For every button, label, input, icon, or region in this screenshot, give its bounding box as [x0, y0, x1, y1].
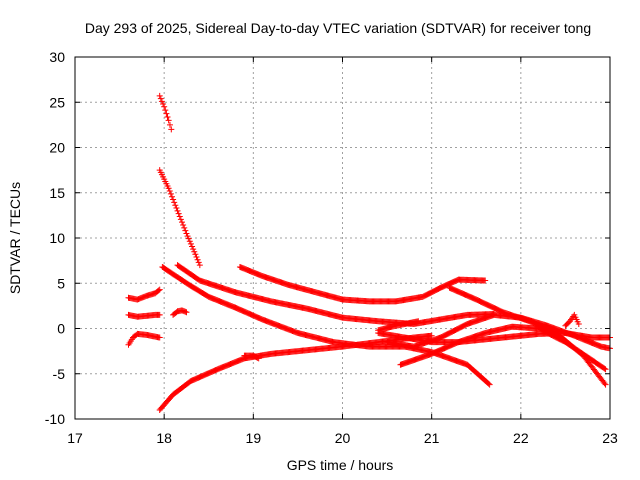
data-point — [183, 309, 190, 316]
data-point — [175, 210, 182, 217]
series-pass-j — [174, 262, 498, 327]
tick-layer: 17 18 19 20 21 22 23 -10 -5 0 5 10 15 20 25 30 — [45, 49, 618, 446]
x-tick-label: 17 — [67, 430, 83, 446]
data-point — [601, 365, 608, 372]
data-point — [482, 277, 489, 284]
data-point — [167, 190, 174, 197]
marker-layer — [125, 92, 613, 413]
x-tick-label: 18 — [156, 430, 172, 446]
data-point — [181, 224, 188, 231]
data-point — [163, 110, 170, 117]
data-point — [415, 318, 422, 325]
data-point — [187, 240, 194, 247]
grid-layer — [75, 57, 610, 419]
x-tick-label: 23 — [602, 430, 618, 446]
data-point — [166, 188, 173, 195]
data-point — [161, 103, 168, 110]
series-pass-p — [375, 318, 422, 334]
data-point — [162, 107, 169, 114]
data-point — [160, 101, 167, 108]
data-point — [177, 216, 184, 223]
data-point — [157, 95, 164, 102]
series-pass-d — [125, 311, 163, 320]
y-tick-label: 10 — [49, 230, 65, 246]
data-point — [186, 238, 193, 245]
data-point — [193, 254, 200, 261]
data-point — [254, 354, 261, 361]
data-point — [182, 227, 189, 234]
data-point — [164, 113, 171, 120]
data-point — [168, 193, 175, 200]
data-point — [156, 92, 163, 99]
y-tick-label: 25 — [49, 94, 65, 110]
y-tick-label: 30 — [49, 49, 65, 65]
series-pass-m — [384, 311, 613, 352]
data-point — [196, 262, 203, 269]
data-point — [171, 199, 178, 206]
y-axis-label: SDTVAR / TECUs — [7, 182, 23, 294]
data-point — [485, 380, 492, 387]
data-point — [255, 355, 262, 362]
data-point — [176, 213, 183, 220]
series-pass-k — [236, 263, 489, 305]
data-point — [165, 185, 172, 192]
data-point — [189, 243, 196, 250]
x-tick-label: 21 — [424, 430, 440, 446]
data-point — [174, 207, 181, 214]
y-tick-label: -5 — [53, 366, 66, 382]
data-point — [183, 230, 190, 237]
data-point — [156, 286, 163, 293]
data-point — [601, 380, 608, 387]
data-point — [158, 98, 165, 105]
data-point — [165, 117, 172, 124]
y-tick-label: 5 — [57, 275, 65, 291]
series-pass-n — [397, 323, 609, 373]
data-point — [172, 202, 179, 209]
series-pass-o — [446, 284, 609, 388]
chart-title: Day 293 of 2025, Sidereal Day-to-day VTE… — [85, 20, 591, 36]
data-point — [602, 381, 609, 388]
y-tick-label: -10 — [45, 411, 65, 427]
series-pass-q — [562, 311, 582, 329]
series-pass-e — [125, 330, 163, 348]
plot-frame — [74, 56, 611, 420]
data-point — [170, 196, 177, 203]
data-point — [156, 334, 163, 341]
y-tick-label: 20 — [49, 140, 65, 156]
data-point — [194, 256, 201, 263]
data-point — [179, 219, 185, 226]
series-pass-i — [159, 263, 493, 388]
data-point — [486, 381, 493, 388]
series-pass-f — [170, 307, 190, 318]
series-pass-a — [156, 92, 175, 133]
data-point — [195, 259, 202, 266]
data-point — [190, 246, 197, 253]
data-point — [166, 121, 173, 128]
data-point — [184, 233, 191, 240]
data-point — [155, 287, 162, 294]
data-point — [191, 248, 198, 255]
data-point — [185, 235, 192, 242]
series-pass-b — [156, 167, 203, 269]
x-tick-label: 22 — [513, 430, 529, 446]
x-tick-label: 19 — [246, 430, 262, 446]
x-tick-label: 20 — [335, 430, 351, 446]
data-point — [156, 311, 163, 318]
x-axis-label: GPS time / hours — [287, 457, 394, 473]
data-point — [168, 126, 175, 133]
data-point — [602, 366, 609, 373]
data-point — [180, 221, 187, 228]
data-point — [575, 320, 582, 327]
y-tick-label: 0 — [57, 321, 65, 337]
series-pass-c — [125, 286, 163, 303]
data-point — [173, 205, 180, 212]
series-pass-h — [241, 352, 262, 362]
y-tick-label: 15 — [49, 185, 65, 201]
data-point — [192, 251, 199, 258]
